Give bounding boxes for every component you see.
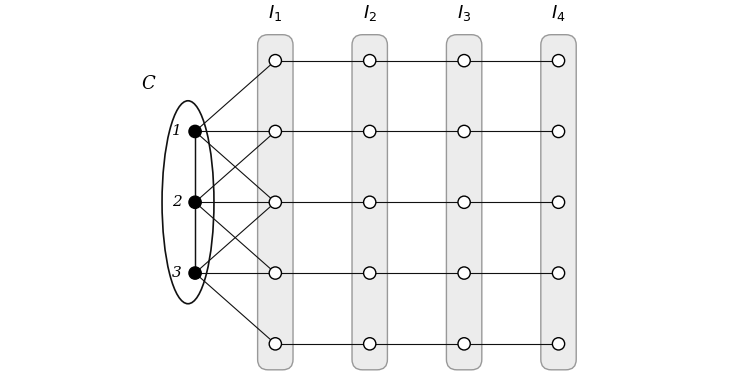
Circle shape: [269, 267, 282, 279]
Circle shape: [553, 196, 564, 208]
FancyBboxPatch shape: [541, 35, 576, 370]
Circle shape: [553, 125, 564, 137]
Text: 2: 2: [172, 195, 182, 209]
Circle shape: [269, 54, 282, 67]
Circle shape: [553, 54, 564, 67]
Circle shape: [458, 196, 470, 208]
Text: $I_1$: $I_1$: [268, 3, 283, 23]
Circle shape: [458, 338, 470, 350]
FancyBboxPatch shape: [352, 35, 388, 370]
Text: $I_4$: $I_4$: [551, 3, 566, 23]
Circle shape: [553, 267, 564, 279]
Circle shape: [364, 54, 376, 67]
Circle shape: [364, 267, 376, 279]
Circle shape: [364, 196, 376, 208]
Circle shape: [269, 196, 282, 208]
Circle shape: [364, 338, 376, 350]
Text: $I_3$: $I_3$: [457, 3, 472, 23]
FancyBboxPatch shape: [258, 35, 293, 370]
Text: C: C: [141, 75, 155, 93]
Text: 3: 3: [172, 266, 182, 280]
Circle shape: [458, 125, 470, 137]
Circle shape: [269, 338, 282, 350]
Circle shape: [269, 125, 282, 137]
Text: 1: 1: [172, 124, 182, 138]
Circle shape: [553, 338, 564, 350]
Circle shape: [458, 54, 470, 67]
FancyBboxPatch shape: [447, 35, 482, 370]
Text: $I_2$: $I_2$: [363, 3, 377, 23]
Circle shape: [189, 196, 201, 208]
Circle shape: [458, 267, 470, 279]
Circle shape: [189, 267, 201, 279]
Circle shape: [189, 125, 201, 137]
Circle shape: [364, 125, 376, 137]
